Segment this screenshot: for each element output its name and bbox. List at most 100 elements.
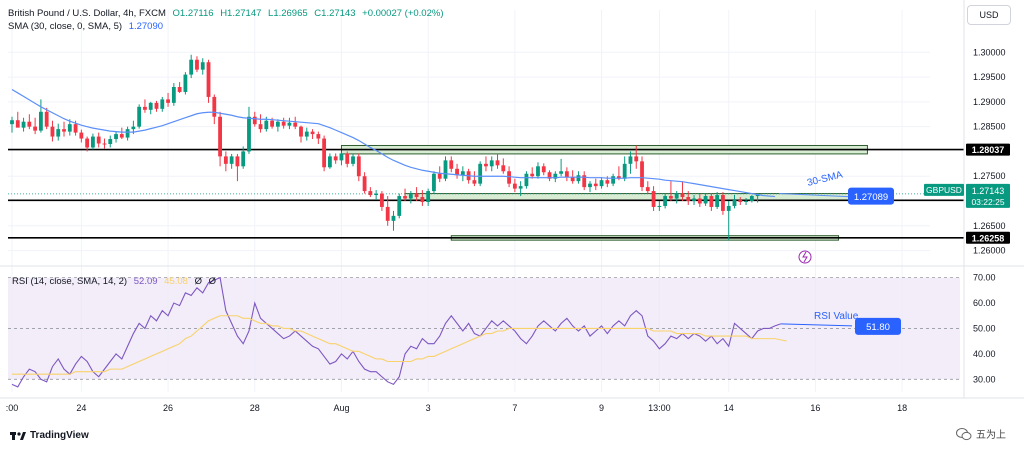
time-tick-label: 13:00 bbox=[648, 403, 671, 413]
candle-body bbox=[21, 121, 26, 128]
price-tick-label: 1.30000 bbox=[973, 47, 1006, 57]
level-price-tag bbox=[966, 231, 1010, 244]
rsi-legend: RSI (14, close, SMA, 14, 2) 52.09 45.08 … bbox=[12, 276, 220, 287]
sma-legend-label[interactable]: SMA (30, close, 0, SMA, 5) bbox=[8, 21, 123, 32]
candle-body bbox=[744, 201, 748, 202]
axes: :00 24 26 28 Aug 3 7 9 13:00 14 16 18 1.30000 1.29500… bbox=[0, 0, 1024, 413]
candle-body bbox=[674, 193, 679, 199]
low-value: L1.26965 bbox=[268, 8, 308, 19]
candle-body bbox=[460, 171, 465, 176]
candle-body bbox=[599, 180, 604, 187]
candle-body bbox=[432, 173, 436, 192]
rsi-ma-legend-value: 45.08 bbox=[164, 276, 188, 287]
candle-body bbox=[91, 136, 95, 148]
rsi-tick-label: 60.00 bbox=[973, 298, 996, 308]
sma-value-label: 1.27089 bbox=[854, 192, 888, 203]
candle-body bbox=[408, 193, 413, 199]
time-tick-label: 9 bbox=[599, 403, 604, 413]
sma-value-tag bbox=[848, 187, 894, 205]
candle-body bbox=[160, 99, 165, 109]
candle-body bbox=[206, 62, 211, 97]
level-price-label: 1.26258 bbox=[972, 233, 1005, 243]
candle-body bbox=[501, 165, 506, 172]
rsi-value-label: 51.80 bbox=[866, 322, 890, 333]
candle-body bbox=[749, 196, 754, 201]
chart-legend: British Pound / U.S. Dollar, 4h, FXCM O1… bbox=[8, 8, 447, 19]
candle-body bbox=[33, 126, 38, 131]
rsi-tick-label: 70.00 bbox=[973, 273, 996, 283]
price-tick-label: 1.29000 bbox=[973, 97, 1006, 107]
candle-body bbox=[536, 166, 540, 177]
candle-body bbox=[85, 138, 90, 148]
candle-body bbox=[553, 173, 558, 179]
candle-body bbox=[530, 173, 535, 177]
candle-body bbox=[663, 196, 668, 206]
candle-body bbox=[692, 198, 696, 201]
lightning-icon bbox=[798, 250, 812, 264]
candle-body bbox=[391, 215, 396, 221]
candle-body bbox=[293, 122, 298, 127]
candle-body bbox=[327, 156, 332, 168]
price-tick-label: 1.29500 bbox=[973, 72, 1006, 82]
rsi-band bbox=[8, 277, 960, 380]
countdown-label: 03:22:25 bbox=[971, 197, 1004, 207]
symbol-title[interactable]: British Pound / U.S. Dollar, 4h, FXCM bbox=[8, 8, 166, 19]
sma-annotation-connector bbox=[778, 193, 849, 198]
candle-body bbox=[356, 156, 361, 177]
rsi-legend-value: 52.09 bbox=[133, 276, 158, 287]
candle-body bbox=[570, 177, 575, 182]
candle-body bbox=[166, 99, 170, 103]
time-tick-label: 7 bbox=[512, 403, 517, 413]
candle-body bbox=[108, 139, 113, 144]
candle-body bbox=[738, 200, 743, 202]
candle-body bbox=[247, 116, 251, 152]
candle-body bbox=[547, 172, 552, 179]
last-price-tag bbox=[966, 183, 1010, 208]
currency-button[interactable]: USD bbox=[967, 5, 1011, 25]
candle-body bbox=[235, 156, 240, 167]
rsi-line bbox=[11, 276, 781, 388]
rsi-legend-extra-1: Ø bbox=[194, 276, 202, 287]
candle-body bbox=[680, 193, 685, 198]
candle-body bbox=[252, 116, 257, 125]
candle-body bbox=[628, 156, 633, 164]
rsi-legend-label[interactable]: RSI (14, close, SMA, 14, 2) bbox=[12, 276, 128, 287]
price-labels: 1.280371.270141.26258GBPUSD1.2714303:22:… bbox=[798, 143, 1010, 264]
candle-body bbox=[154, 102, 159, 109]
candle-body bbox=[512, 183, 517, 189]
candle-body bbox=[299, 126, 303, 137]
candle-body bbox=[200, 62, 205, 70]
candle-body bbox=[322, 138, 327, 168]
candle-body bbox=[518, 186, 523, 189]
level-price-label: 1.28037 bbox=[972, 145, 1005, 155]
candle-body bbox=[79, 132, 84, 139]
tradingview-logo[interactable]: TradingView bbox=[10, 430, 89, 441]
candle-body bbox=[362, 176, 367, 192]
candle-body bbox=[218, 116, 222, 157]
candlestick-series bbox=[10, 54, 760, 241]
candle-body bbox=[443, 160, 448, 179]
candle-body bbox=[102, 143, 107, 145]
candle-body bbox=[275, 121, 280, 127]
watermark: 五为上 bbox=[956, 426, 1006, 441]
candle-body bbox=[726, 205, 731, 211]
candle-body bbox=[27, 121, 32, 127]
candle-body bbox=[721, 195, 725, 211]
candle-body bbox=[119, 134, 124, 138]
horizontal-levels bbox=[8, 148, 964, 239]
tradingview-logo-text: TradingView bbox=[30, 430, 89, 441]
candle-body bbox=[304, 131, 309, 137]
candle-body bbox=[96, 136, 101, 144]
candle-body bbox=[455, 168, 459, 176]
candle-body bbox=[686, 197, 691, 201]
candle-body bbox=[374, 193, 379, 196]
candle-body bbox=[183, 74, 188, 92]
time-tick-label: 26 bbox=[163, 403, 173, 413]
candle-body bbox=[143, 106, 147, 110]
candle-body bbox=[281, 121, 286, 126]
candle-body bbox=[715, 195, 720, 207]
candle-body bbox=[397, 196, 402, 216]
candle-body bbox=[414, 193, 419, 198]
candle-body bbox=[559, 171, 564, 174]
